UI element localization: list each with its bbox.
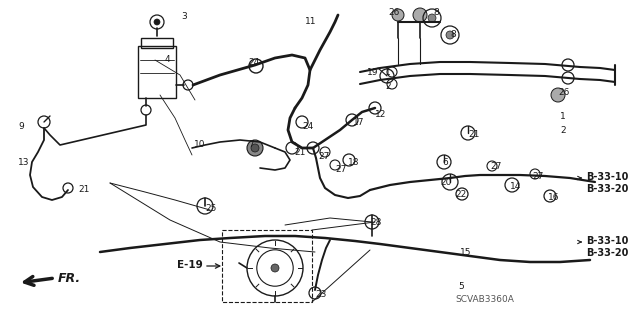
Text: 20: 20 — [440, 178, 451, 187]
Text: 2: 2 — [560, 126, 566, 135]
Text: 27: 27 — [532, 172, 543, 181]
Text: 4: 4 — [165, 55, 171, 64]
Text: 26: 26 — [558, 88, 570, 97]
Text: B-33-10: B-33-10 — [586, 236, 628, 246]
Circle shape — [154, 19, 160, 25]
Bar — [138, 46, 176, 98]
Text: FR.: FR. — [58, 271, 81, 285]
Bar — [141, 38, 173, 48]
Text: 3: 3 — [181, 12, 187, 21]
Circle shape — [428, 14, 436, 22]
Circle shape — [247, 140, 263, 156]
Text: 24: 24 — [248, 58, 259, 67]
Text: SCVAB3360A: SCVAB3360A — [455, 295, 514, 304]
Text: 5: 5 — [458, 282, 464, 291]
Text: 8: 8 — [450, 30, 456, 39]
Text: E-19: E-19 — [177, 260, 203, 270]
Text: 12: 12 — [375, 110, 387, 119]
Text: 22: 22 — [455, 190, 467, 199]
Circle shape — [413, 8, 427, 22]
Text: 21: 21 — [468, 130, 479, 139]
Text: 7: 7 — [248, 140, 253, 149]
Text: 10: 10 — [194, 140, 205, 149]
Text: 27: 27 — [335, 165, 346, 174]
Text: 17: 17 — [353, 118, 365, 127]
Text: 19: 19 — [367, 68, 378, 77]
Text: 1: 1 — [560, 112, 566, 121]
Text: 9: 9 — [18, 122, 24, 131]
Text: 8: 8 — [433, 8, 439, 17]
Text: 23: 23 — [315, 290, 326, 299]
Text: 28: 28 — [370, 218, 381, 227]
Text: 15: 15 — [460, 248, 472, 257]
Text: B-33-10: B-33-10 — [586, 172, 628, 182]
Circle shape — [251, 144, 259, 152]
Text: B-33-20: B-33-20 — [586, 248, 628, 258]
Text: 18: 18 — [348, 158, 360, 167]
Circle shape — [551, 88, 565, 102]
Text: 16: 16 — [548, 193, 559, 202]
Text: 2: 2 — [385, 82, 390, 91]
Circle shape — [392, 9, 404, 21]
Text: 25: 25 — [205, 204, 216, 213]
Text: 21: 21 — [294, 148, 305, 157]
Circle shape — [446, 31, 454, 39]
Text: 11: 11 — [305, 17, 317, 26]
Text: 14: 14 — [510, 182, 522, 191]
Text: 21: 21 — [78, 185, 90, 194]
Text: 6: 6 — [442, 158, 448, 167]
Text: 27: 27 — [318, 152, 330, 161]
Text: B-33-20: B-33-20 — [586, 184, 628, 194]
Bar — [222, 230, 312, 302]
Text: 26: 26 — [388, 8, 399, 17]
Text: 24: 24 — [302, 122, 313, 131]
Text: 13: 13 — [18, 158, 29, 167]
Text: 1: 1 — [385, 68, 391, 77]
Text: 27: 27 — [490, 162, 501, 171]
Circle shape — [271, 264, 279, 272]
